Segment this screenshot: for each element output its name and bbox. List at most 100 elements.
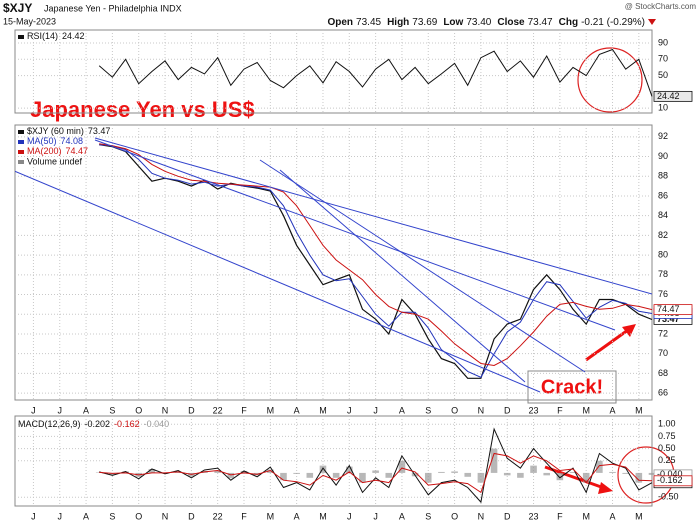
histogram-bar bbox=[556, 472, 564, 481]
legend: MA(200) 74.47 bbox=[27, 146, 88, 156]
trend-lines bbox=[15, 137, 652, 393]
y-tick-label: 0.50 bbox=[658, 443, 676, 453]
x-tick-label: 22 bbox=[213, 511, 223, 521]
y-tick-label: 68 bbox=[658, 368, 668, 378]
legend-name: MA(50) bbox=[27, 136, 57, 146]
legend-value: 73.47 bbox=[88, 126, 111, 136]
value-tag bbox=[653, 304, 693, 316]
histogram-bar bbox=[293, 472, 300, 474]
series-line bbox=[99, 143, 653, 367]
x-tick-label: A bbox=[294, 405, 300, 415]
legend-name: RSI(14) bbox=[27, 31, 58, 41]
y-tick-label: 1.00 bbox=[658, 419, 676, 429]
x-tick-label: M bbox=[582, 511, 590, 521]
value-tag-label: -0.162 bbox=[657, 475, 683, 485]
quote-value: -0.21 (-0.29%) bbox=[581, 17, 645, 28]
arrow bbox=[544, 465, 605, 490]
y-tick-label: 76 bbox=[658, 289, 668, 299]
y-tick-label: 90 bbox=[658, 37, 668, 47]
legend-name: MACD(12,26,9) bbox=[18, 419, 81, 429]
trend-line bbox=[15, 170, 541, 393]
x-tick-label: N bbox=[162, 405, 169, 415]
x-tick-label: D bbox=[504, 511, 511, 521]
trend-line bbox=[279, 169, 526, 383]
histogram-bar bbox=[648, 472, 656, 475]
legend-swatch bbox=[18, 150, 24, 154]
histogram-bar bbox=[267, 469, 274, 473]
histogram-bar bbox=[214, 470, 221, 473]
histogram-bar bbox=[596, 460, 603, 473]
x-tick-label: O bbox=[451, 405, 458, 415]
histogram-bar bbox=[490, 448, 498, 473]
legend: MA(50) 74.08 bbox=[27, 136, 83, 146]
y-tick-label: 10 bbox=[658, 102, 668, 112]
quote-value: 73.47 bbox=[528, 17, 553, 28]
x-tick-label: 23 bbox=[529, 405, 539, 415]
histogram-bar bbox=[530, 465, 537, 473]
value-tag bbox=[653, 90, 693, 102]
trend-line bbox=[94, 137, 652, 295]
arrowhead bbox=[622, 324, 636, 337]
histogram-bar bbox=[319, 465, 327, 473]
quote-value: 73.40 bbox=[466, 17, 491, 28]
legend-value: -0.162 bbox=[114, 419, 140, 429]
x-tick-label: 23 bbox=[529, 511, 539, 521]
histogram-bar bbox=[609, 471, 616, 473]
histogram-bar bbox=[372, 470, 379, 473]
quote-label: Close bbox=[497, 17, 525, 28]
quote-label: Chg bbox=[559, 17, 578, 28]
histogram-bar bbox=[543, 472, 551, 476]
histogram-bar bbox=[622, 472, 629, 474]
annotation-crack: Crack! bbox=[541, 376, 603, 398]
histogram-bar bbox=[503, 472, 511, 476]
x-tick-label: 22 bbox=[213, 405, 223, 415]
date: 15-May-2023 bbox=[3, 16, 56, 26]
x-tick-label: S bbox=[109, 511, 115, 521]
histogram-bar bbox=[332, 472, 340, 478]
highlight-circle bbox=[577, 47, 643, 113]
histogram-bar bbox=[582, 472, 590, 483]
y-tick-label: 0.75 bbox=[658, 431, 676, 441]
legend-value: -0.040 bbox=[144, 419, 170, 429]
y-tick-label: 90 bbox=[658, 151, 668, 161]
x-tick-label: J bbox=[373, 511, 378, 521]
x-tick-label: M bbox=[319, 405, 327, 415]
y-tick-label: 0.25 bbox=[658, 455, 676, 465]
x-tick-label: A bbox=[610, 511, 616, 521]
histogram-bar bbox=[122, 471, 129, 473]
x-tick-label: A bbox=[610, 405, 616, 415]
legend-value: 74.47 bbox=[66, 146, 89, 156]
x-tick-label: J bbox=[31, 511, 36, 521]
x-tick-label: J bbox=[373, 405, 378, 415]
x-tick-label: M bbox=[267, 511, 275, 521]
legend: RSI(14) 24.42 bbox=[27, 31, 85, 41]
quote-label: High bbox=[387, 17, 409, 28]
histogram-bar bbox=[517, 472, 524, 478]
x-tick-label: A bbox=[399, 511, 405, 521]
symbol-name: Japanese Yen - Philadelphia INDX bbox=[44, 3, 182, 13]
legend-swatch bbox=[18, 140, 24, 144]
y-tick-label: 82 bbox=[658, 230, 668, 240]
x-tick-label: S bbox=[425, 511, 431, 521]
x-tick-label: M bbox=[319, 511, 327, 521]
y-tick-label: 50 bbox=[658, 70, 668, 80]
legend-swatch bbox=[18, 160, 24, 164]
y-tick-label: 80 bbox=[658, 249, 668, 259]
histogram-bar bbox=[385, 472, 393, 478]
x-tick-label: J bbox=[57, 405, 62, 415]
y-tick-label: 84 bbox=[658, 210, 668, 220]
x-tick-label: D bbox=[504, 405, 511, 415]
down-triangle bbox=[648, 19, 656, 25]
series-line bbox=[99, 144, 653, 378]
histogram-bar bbox=[398, 460, 406, 473]
x-tick-label: A bbox=[83, 511, 89, 521]
legend-value: 74.08 bbox=[61, 136, 84, 146]
histogram-bar bbox=[424, 472, 432, 483]
histogram-bar bbox=[451, 471, 458, 473]
trend-line bbox=[259, 159, 586, 373]
x-tick-label: S bbox=[109, 405, 115, 415]
value-tag-label: -0.040 bbox=[657, 469, 683, 479]
panel-frame bbox=[14, 124, 653, 401]
value-tag bbox=[653, 475, 693, 487]
